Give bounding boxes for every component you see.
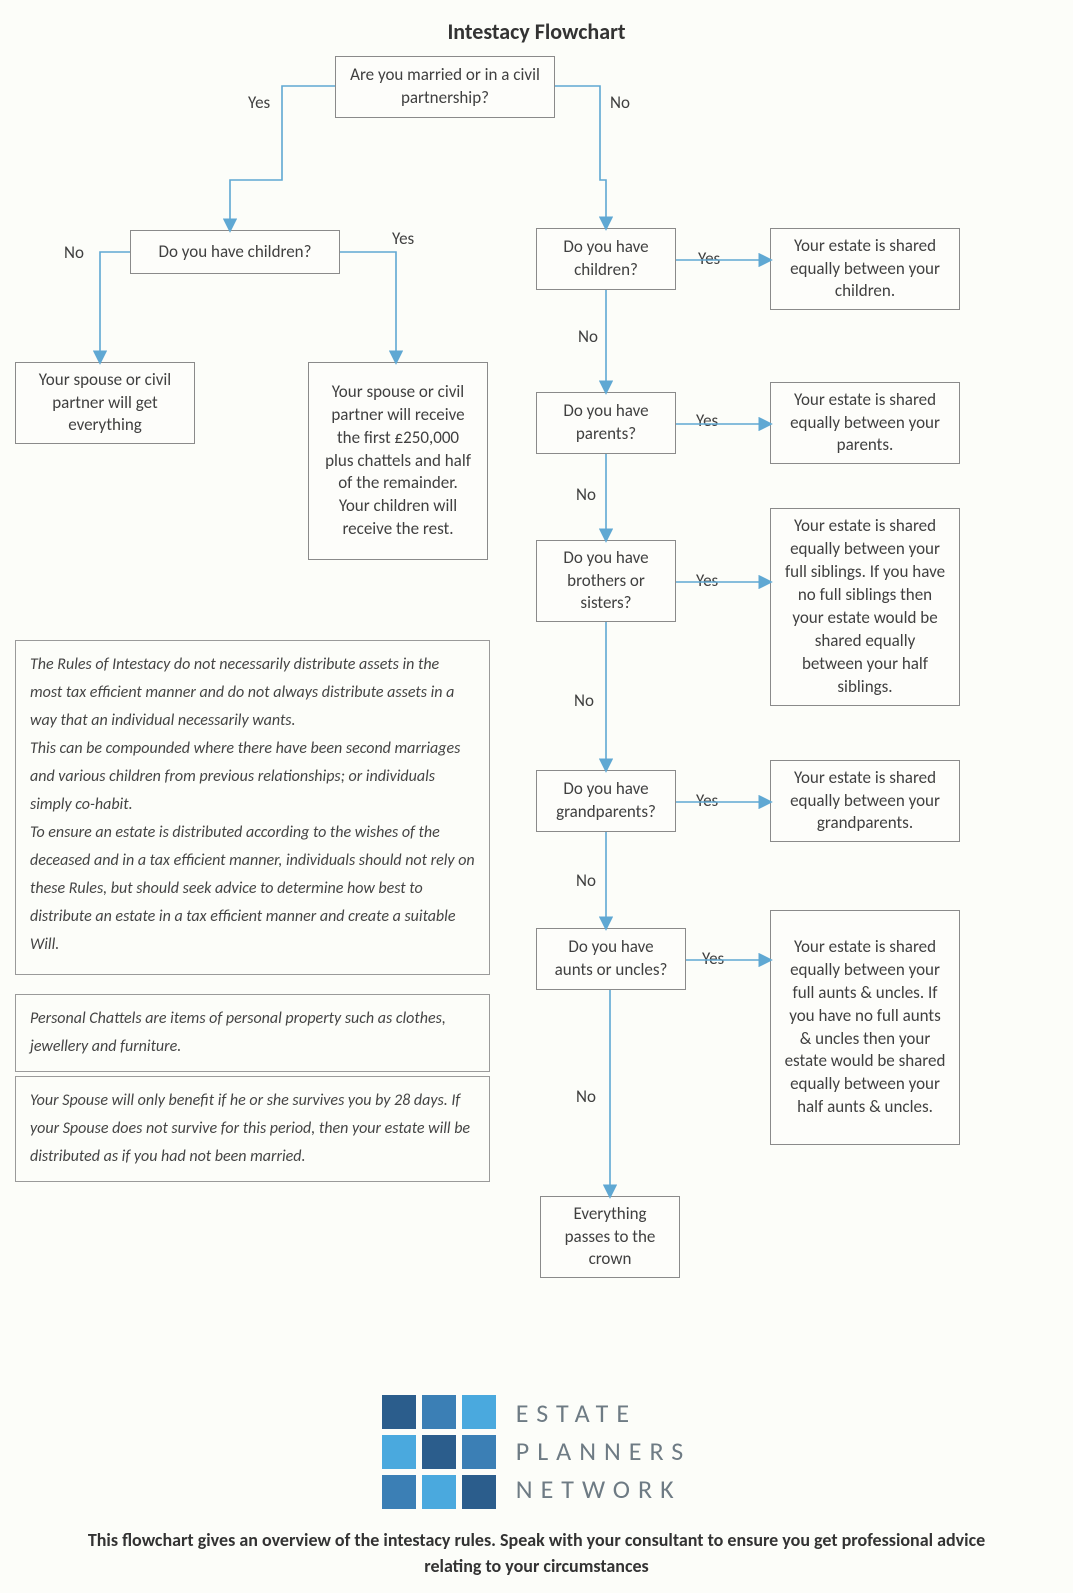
logo-square-icon bbox=[462, 1395, 496, 1429]
logo-square-icon bbox=[382, 1435, 416, 1469]
logo-square-icon bbox=[422, 1395, 456, 1429]
logo-text: ESTATE PLANNERS NETWORK bbox=[516, 1395, 691, 1508]
node-have-siblings: Do you have brothers or sisters? bbox=[536, 540, 676, 622]
logo-line-3: NETWORK bbox=[516, 1471, 691, 1509]
node-have-children-left: Do you have children? bbox=[130, 230, 340, 274]
node-shared-grandparents: Your estate is shared equally between yo… bbox=[770, 760, 960, 842]
logo-line-2: PLANNERS bbox=[516, 1433, 691, 1471]
note-personal-chattels: Personal Chattels are items of personal … bbox=[15, 994, 490, 1072]
edge-label: Yes bbox=[696, 570, 718, 591]
node-have-aunts-uncles: Do you have aunts or uncles? bbox=[536, 928, 686, 990]
edge-label: Yes bbox=[696, 410, 718, 431]
node-shared-aunts-uncles: Your estate is shared equally between yo… bbox=[770, 910, 960, 1145]
logo-grid-icon bbox=[382, 1395, 496, 1509]
edge-label: No bbox=[576, 484, 596, 505]
edge-label: Yes bbox=[248, 92, 270, 113]
node-have-parents: Do you have parents? bbox=[536, 392, 676, 454]
edge-label: No bbox=[576, 870, 596, 891]
page-title: Intestacy Flowchart bbox=[0, 18, 1073, 45]
logo-line-1: ESTATE bbox=[516, 1395, 691, 1433]
node-shared-parents: Your estate is shared equally between yo… bbox=[770, 382, 960, 464]
logo-square-icon bbox=[382, 1475, 416, 1509]
node-shared-children: Your estate is shared equally between yo… bbox=[770, 228, 960, 310]
node-have-children-right: Do you have children? bbox=[536, 228, 676, 290]
logo-square-icon bbox=[462, 1435, 496, 1469]
node-spouse-everything: Your spouse or civil partner will get ev… bbox=[15, 362, 195, 444]
node-crown: Everything passes to the crown bbox=[540, 1196, 680, 1278]
edge-label: Yes bbox=[702, 948, 724, 969]
logo-square-icon bbox=[382, 1395, 416, 1429]
node-married: Are you married or in a civil partnershi… bbox=[335, 56, 555, 118]
note-spouse-28-days: Your Spouse will only benefit if he or s… bbox=[15, 1076, 490, 1182]
edge-label: Yes bbox=[698, 248, 720, 269]
edge-label: No bbox=[574, 690, 594, 711]
node-have-grandparents: Do you have grandparents? bbox=[536, 770, 676, 832]
edge-label: No bbox=[578, 326, 598, 347]
edge-label: No bbox=[610, 92, 630, 113]
edge-label: No bbox=[576, 1086, 596, 1107]
logo-square-icon bbox=[422, 1475, 456, 1509]
node-spouse-250k: Your spouse or civil partner will receiv… bbox=[308, 362, 488, 560]
edge-label: Yes bbox=[392, 228, 414, 249]
logo: ESTATE PLANNERS NETWORK bbox=[0, 1395, 1073, 1509]
logo-square-icon bbox=[462, 1475, 496, 1509]
edge-label: Yes bbox=[696, 790, 718, 811]
edge-label: No bbox=[64, 242, 84, 263]
note-rules-of-intestacy: The Rules of Intestacy do not necessaril… bbox=[15, 640, 490, 975]
footer-text: This flowchart gives an overview of the … bbox=[0, 1527, 1073, 1579]
logo-square-icon bbox=[422, 1435, 456, 1469]
node-shared-siblings: Your estate is shared equally between yo… bbox=[770, 508, 960, 706]
